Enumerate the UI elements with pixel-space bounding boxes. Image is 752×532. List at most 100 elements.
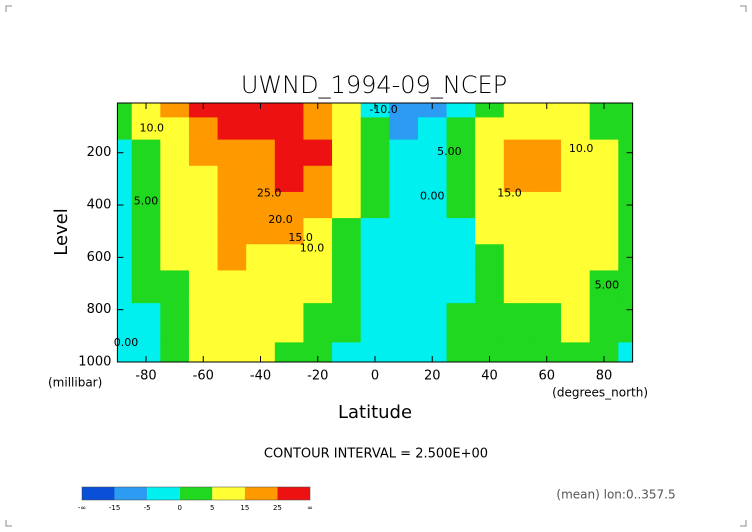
field-cell (303, 303, 333, 343)
colorbar-label: ∞ (307, 504, 313, 512)
field-cell (303, 342, 333, 363)
field-cell (417, 342, 448, 363)
field-cell (274, 103, 304, 118)
field-cell (188, 303, 219, 343)
field-cell (246, 303, 276, 343)
field-cell (589, 103, 619, 118)
field-cell (332, 342, 362, 363)
contour-label: -10.0 (369, 103, 397, 116)
colorbar-label: 0 (177, 504, 181, 512)
field-cell (389, 165, 419, 193)
field-cell (188, 244, 219, 271)
field-cell (475, 139, 505, 167)
field-cell (417, 270, 448, 304)
field-cell (303, 218, 333, 245)
field-cell (117, 342, 133, 363)
field-cell (131, 103, 161, 118)
field-cell (618, 244, 634, 271)
x-tick-label: -80 (135, 369, 156, 384)
x-tick-label: 40 (481, 369, 498, 384)
field-cell (131, 117, 161, 141)
field-cell (417, 117, 448, 141)
field-cell (117, 218, 133, 245)
field-cell (561, 303, 591, 343)
x-tick-label: 20 (424, 369, 441, 384)
field-cell (217, 191, 247, 219)
y-tick-label: 600 (87, 250, 112, 265)
x-tick-label: -60 (193, 369, 214, 384)
field-cell (561, 103, 591, 118)
field-cell (160, 270, 190, 304)
field-cell (389, 303, 419, 343)
field-cell (618, 191, 634, 219)
y-tick-label: 400 (87, 198, 112, 213)
contour-label: 5.00 (595, 278, 620, 291)
colorbar-swatch (277, 487, 310, 500)
field-cell (475, 218, 505, 245)
contour-label: 5.00 (134, 195, 159, 208)
field-cell (589, 244, 619, 271)
field-cell (532, 303, 562, 343)
field-cell (274, 342, 304, 363)
field-cell (117, 117, 133, 141)
field-cell (561, 244, 591, 271)
field-cell (589, 303, 619, 343)
contour-label: 15.0 (497, 187, 522, 200)
field-cell (360, 342, 390, 363)
x-axis-label: Latitude (338, 402, 412, 423)
field-cell (131, 165, 161, 193)
field-cell (332, 218, 362, 245)
field-cell (188, 103, 219, 118)
field-cell (217, 117, 247, 141)
field-cell (160, 342, 190, 363)
field-cell (532, 103, 562, 118)
field-cell (446, 103, 476, 118)
contour-interval: CONTOUR INTERVAL = 2.500E+00 (264, 447, 488, 462)
y-tick-label: 1000 (78, 355, 111, 370)
field-cell (417, 244, 448, 271)
field-cell (389, 342, 419, 363)
field-cell (360, 139, 390, 167)
field-cell (188, 165, 219, 193)
field-cell (417, 303, 448, 343)
field-cell (389, 218, 419, 245)
field-cell (446, 139, 476, 167)
colorbar-label: 25 (273, 504, 282, 512)
field-cell (217, 218, 247, 245)
field-cell (532, 244, 562, 271)
field-cell (532, 191, 562, 219)
field-cell (589, 218, 619, 245)
overlay: -80 -60 -40 -20 0 20 40 60 80 200 400 600 800 1000 10.… (78, 102, 634, 512)
field-cell (117, 270, 133, 304)
field-cell (532, 165, 562, 193)
field-cell (274, 191, 304, 219)
field-cell (532, 139, 562, 167)
field-cell (131, 342, 161, 363)
field-cell (303, 165, 333, 193)
field-cell (303, 103, 333, 118)
field-cell (446, 244, 476, 271)
field-cell (389, 117, 419, 141)
field-cell (160, 218, 190, 245)
corner-marks (5, 5, 747, 527)
field-cell (475, 244, 505, 271)
field-cell (188, 139, 219, 167)
contour-label: 15.0 (288, 231, 313, 244)
field-cell (417, 103, 448, 118)
contour-label: 10.0 (300, 242, 325, 255)
field-cell (475, 117, 505, 141)
field-cell (217, 165, 247, 193)
field-cell (475, 270, 505, 304)
field-cell (246, 139, 276, 167)
colorbar-label: 15 (240, 504, 249, 512)
x-tick-label: 80 (596, 369, 613, 384)
contour-label: 10.0 (569, 142, 594, 155)
field-cell (160, 165, 190, 193)
field-cell (117, 303, 133, 343)
field-cell (532, 270, 562, 304)
field-cell (303, 244, 333, 271)
field-cell (217, 103, 247, 118)
contour-label: 5.00 (437, 145, 462, 158)
field-cell (417, 218, 448, 245)
